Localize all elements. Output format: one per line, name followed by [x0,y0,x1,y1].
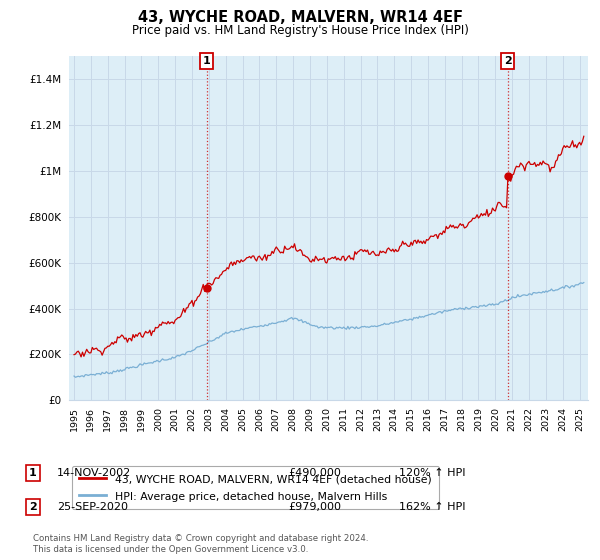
Text: £979,000: £979,000 [288,502,341,512]
Text: 162% ↑ HPI: 162% ↑ HPI [399,502,466,512]
Text: 14-NOV-2002: 14-NOV-2002 [57,468,131,478]
Text: 25-SEP-2020: 25-SEP-2020 [57,502,128,512]
Text: Price paid vs. HM Land Registry's House Price Index (HPI): Price paid vs. HM Land Registry's House … [131,24,469,36]
Text: This data is licensed under the Open Government Licence v3.0.: This data is licensed under the Open Gov… [33,545,308,554]
Text: 2: 2 [29,502,37,512]
Text: 1: 1 [29,468,37,478]
Text: 1: 1 [203,56,211,66]
Text: 2: 2 [504,56,511,66]
Text: Contains HM Land Registry data © Crown copyright and database right 2024.: Contains HM Land Registry data © Crown c… [33,534,368,543]
Text: 120% ↑ HPI: 120% ↑ HPI [399,468,466,478]
Text: £490,000: £490,000 [288,468,341,478]
Legend: 43, WYCHE ROAD, MALVERN, WR14 4EF (detached house), HPI: Average price, detached: 43, WYCHE ROAD, MALVERN, WR14 4EF (detac… [72,466,439,509]
Text: 43, WYCHE ROAD, MALVERN, WR14 4EF: 43, WYCHE ROAD, MALVERN, WR14 4EF [137,10,463,25]
